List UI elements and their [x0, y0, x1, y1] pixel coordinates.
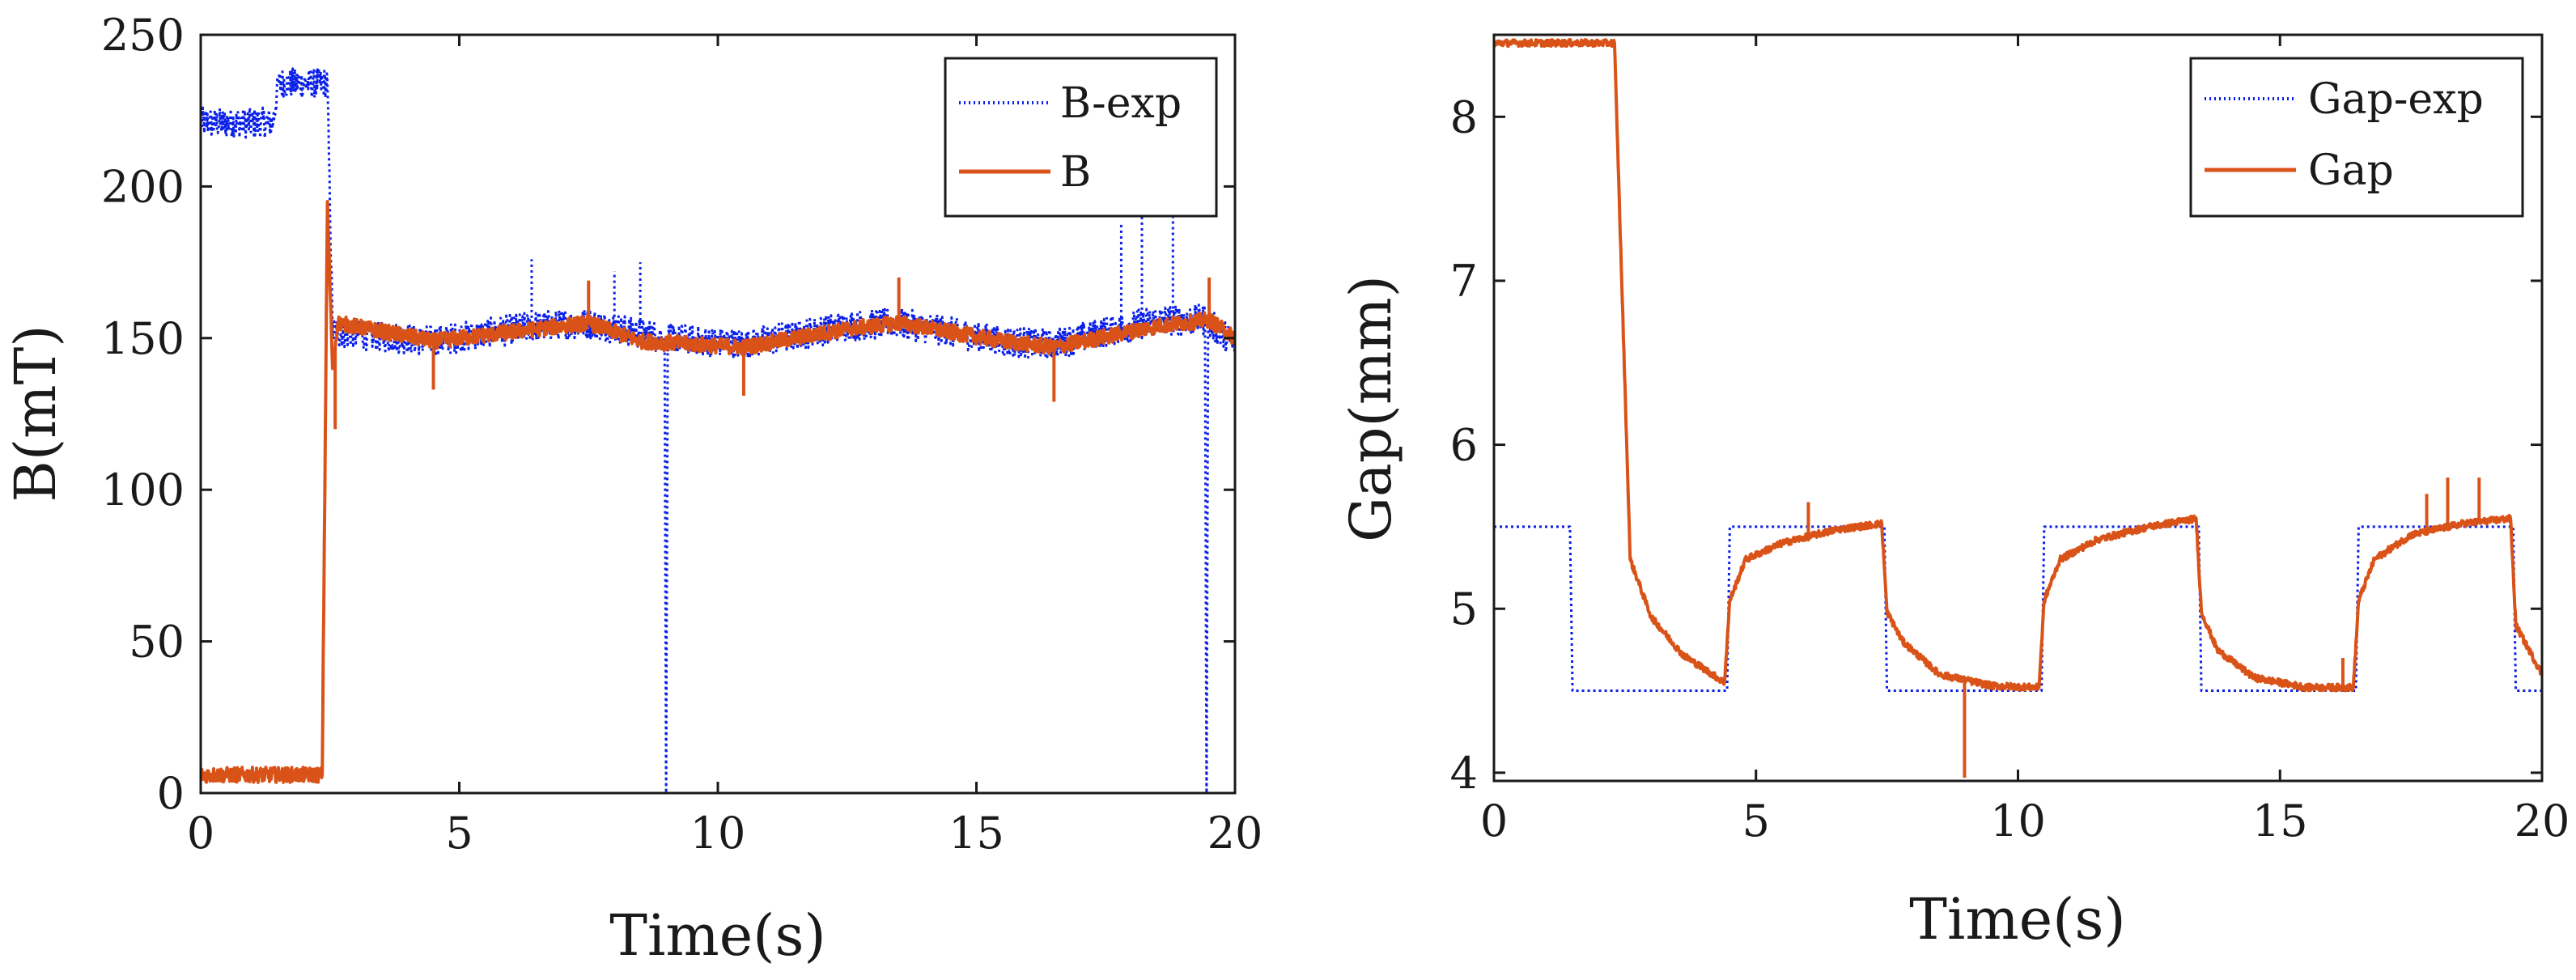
chart-panel-gap: 0 5 10 15 20 4 5 6 7 8 Time(s) Gap(mm) Gap-exp Ga… — [1338, 33, 2570, 952]
y-tick-label: 8 — [1450, 91, 1478, 142]
y-tick-label: 200 — [101, 161, 185, 212]
y-axis-label-b: B(mT) — [2, 325, 69, 502]
legend-label-b: B — [1060, 148, 1091, 197]
tick-layer-gap: 0 5 10 15 20 4 5 6 7 8 — [1450, 35, 2570, 846]
y-tick-label: 100 — [101, 465, 185, 515]
x-axis-label-b: Time(s) — [609, 902, 825, 969]
x-tick-label: 5 — [1742, 795, 1770, 846]
x-tick-label: 15 — [948, 808, 1004, 859]
y-tick-label: 5 — [1450, 583, 1478, 634]
legend-b: B-exp B — [944, 57, 1218, 218]
x-tick-label: 20 — [2514, 795, 2570, 846]
x-tick-label: 10 — [1990, 795, 2046, 846]
x-tick-label: 0 — [187, 808, 214, 859]
legend-box-b — [944, 57, 1218, 218]
y-tick-label: 250 — [101, 10, 185, 61]
x-tick-label: 20 — [1207, 808, 1263, 859]
x-axis-label-gap: Time(s) — [1909, 886, 2125, 952]
x-tick-label: 0 — [1480, 795, 1508, 846]
series-layer-b — [201, 67, 1235, 793]
x-tick-label: 10 — [690, 808, 746, 859]
legend-label-b-exp: B-exp — [1060, 79, 1182, 128]
legend-box-gap — [2189, 57, 2524, 218]
x-tick-label: 5 — [445, 808, 473, 859]
legend-label-gap: Gap — [2308, 146, 2394, 195]
y-tick-label: 150 — [101, 313, 185, 364]
legend-label-gap-exp: Gap-exp — [2308, 75, 2484, 124]
y-tick-label: 50 — [129, 617, 185, 668]
y-tick-label: 0 — [157, 768, 185, 819]
y-tick-label: 6 — [1450, 420, 1478, 471]
y-tick-label: 4 — [1450, 748, 1478, 799]
y-tick-label: 7 — [1450, 256, 1478, 307]
legend-gap: Gap-exp Gap — [2189, 57, 2524, 218]
x-tick-label: 15 — [2252, 795, 2308, 846]
series-line-b — [201, 200, 1235, 784]
series-layer-gap — [1494, 38, 2542, 778]
y-axis-label-gap: Gap(mm) — [1338, 275, 1404, 542]
series-line-gap — [1494, 38, 2542, 693]
